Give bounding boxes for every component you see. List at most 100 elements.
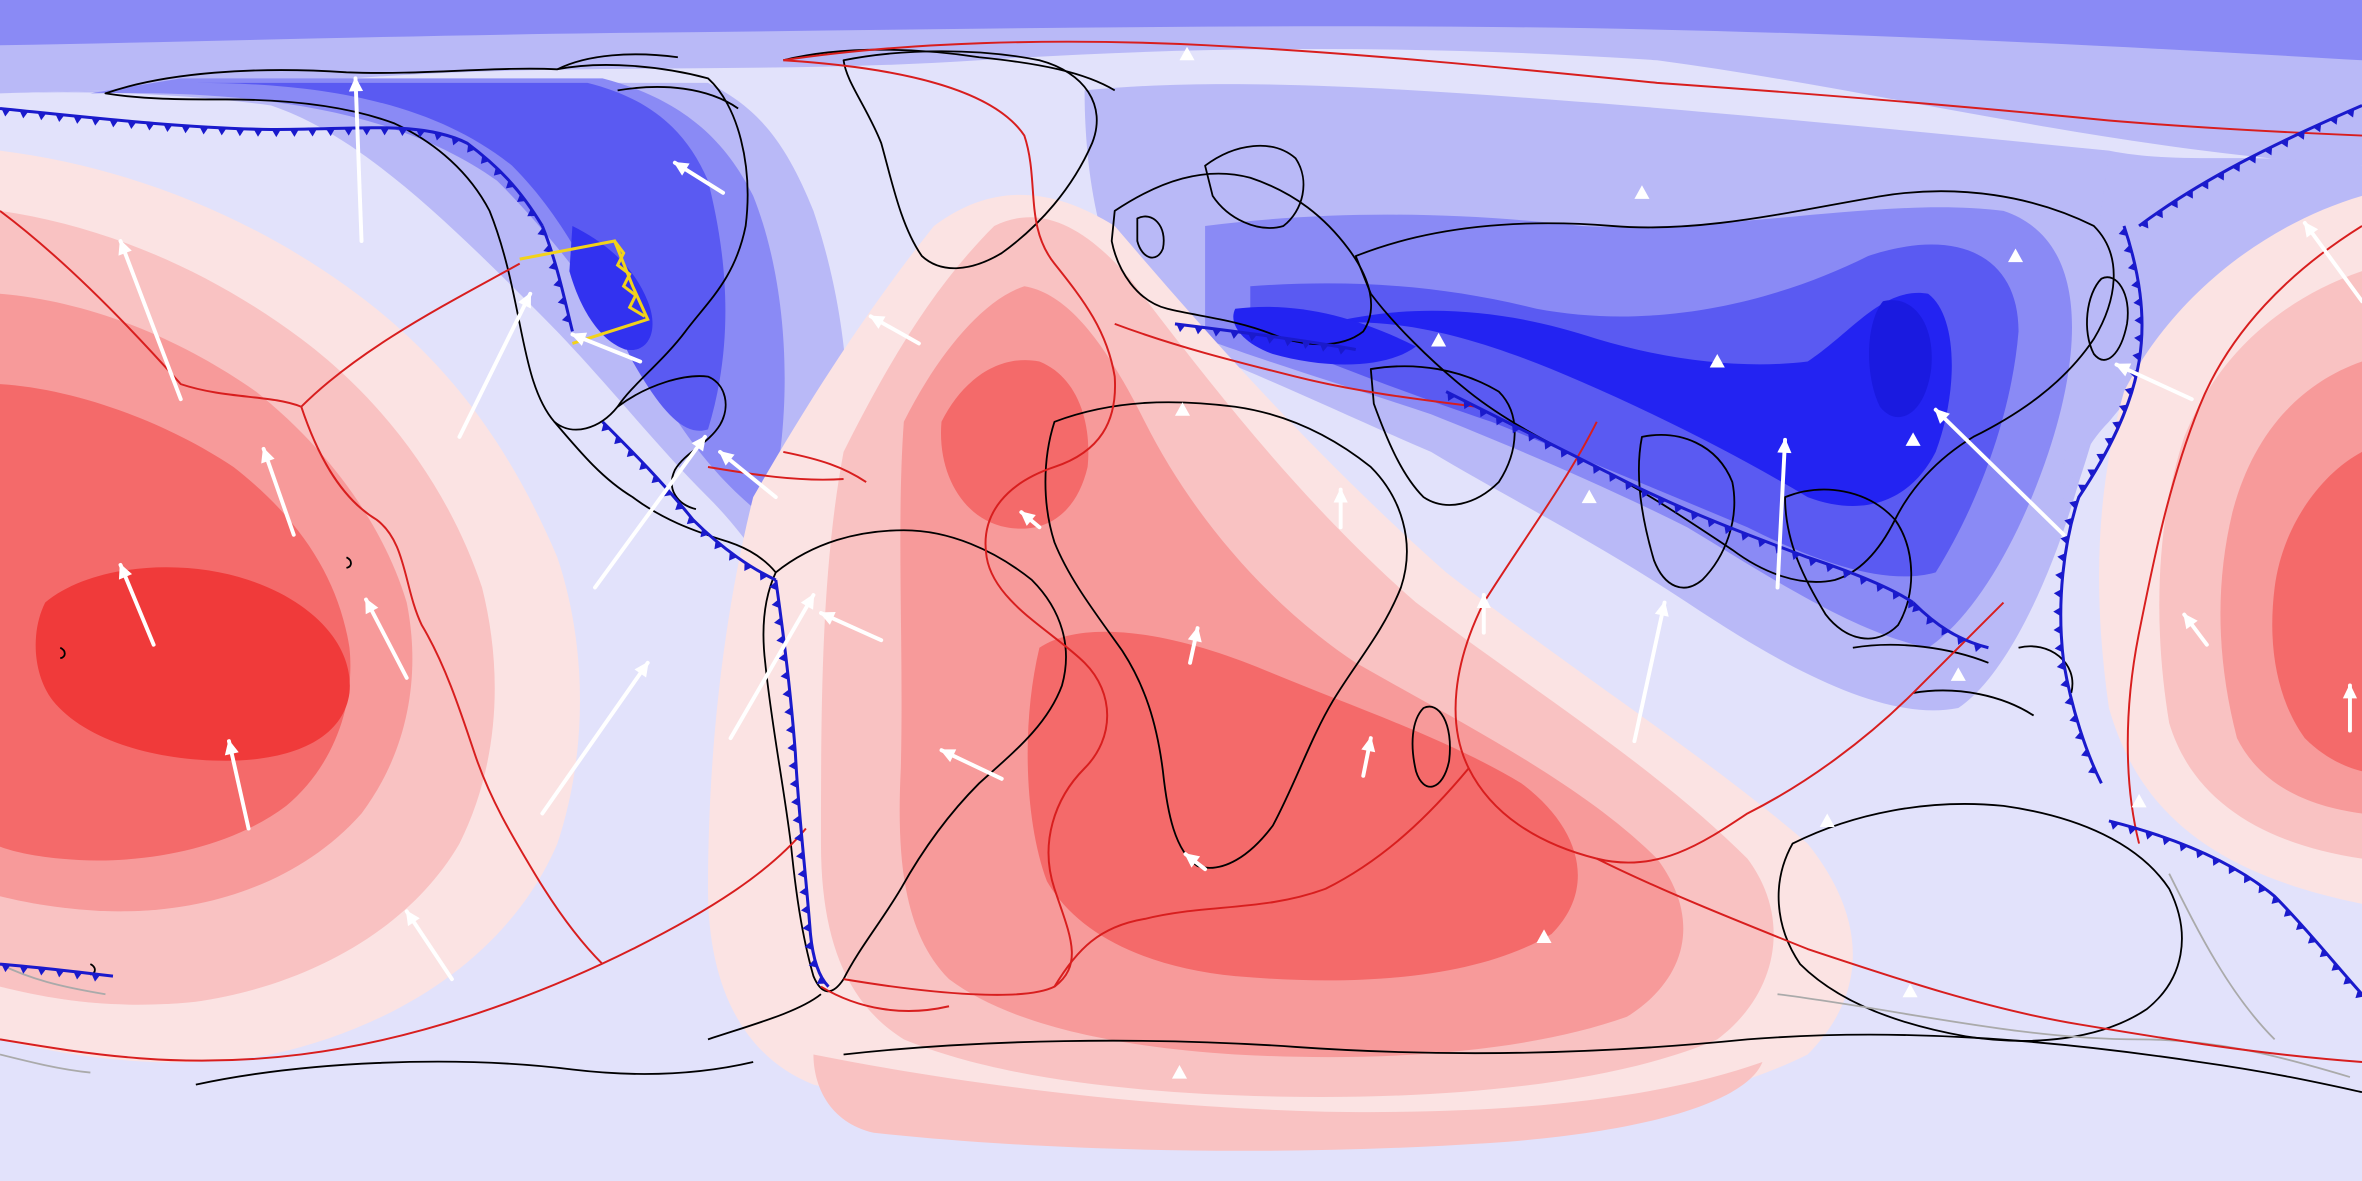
velocity-vector — [570, 332, 643, 364]
subduction-tooth — [1592, 465, 1602, 474]
boundary-eurasia-africa — [1114, 322, 1477, 408]
subduction-tooth — [626, 448, 636, 457]
subduction-tooth — [416, 129, 426, 138]
subduction-tooth — [784, 707, 793, 717]
subduction-tooth — [19, 965, 29, 974]
subduction-tooth — [2053, 607, 2061, 617]
subduction-tooth — [434, 132, 443, 141]
subduction-tooth — [601, 422, 611, 432]
velocity-arrowhead — [1905, 432, 1921, 446]
subduction-tooth — [1337, 346, 1347, 355]
subduction-tooth — [2154, 209, 2163, 219]
velocity-vector — [728, 593, 816, 741]
subduction-tooth — [1957, 636, 1966, 645]
subduction-tooth — [2216, 171, 2225, 181]
subduction-tooth — [2053, 625, 2062, 635]
subduction-tooth — [1741, 532, 1750, 541]
subduction-tooth — [788, 761, 797, 771]
subduction-tooth — [1641, 489, 1650, 498]
subduction-tooth — [1, 964, 11, 973]
subduction-tooth — [2134, 333, 2142, 343]
subduction-tooth — [2078, 484, 2087, 493]
velocity-arrowhead — [2131, 793, 2147, 808]
subduction-tooth — [2283, 908, 2293, 917]
velocity-vector — [118, 562, 156, 647]
velocity-vector — [1476, 593, 1491, 635]
velocity-vector — [1333, 487, 1348, 530]
subduction-tooth — [2055, 571, 2064, 581]
velocity-arrowhead — [1431, 332, 1447, 347]
subduction-tooth — [1808, 557, 1818, 567]
subduction-japan — [2059, 225, 2144, 784]
coast-japan — [2086, 276, 2129, 361]
boundary-australia-south — [1596, 857, 2362, 1063]
subduction-tooth — [1876, 583, 1885, 592]
subduction-tooth — [1512, 424, 1521, 434]
boundary-scotia — [820, 985, 950, 1012]
subduction-tooth — [1892, 590, 1901, 600]
subduction-tooth — [2345, 108, 2355, 118]
coast-southeast-asia — [1784, 488, 1913, 640]
subduction-tooth — [1690, 511, 1700, 521]
contour-epacific-strong — [2272, 451, 2362, 772]
velocity-arrowhead — [1819, 813, 1835, 828]
subduction-tooth — [2247, 154, 2256, 164]
coast-arabia — [1369, 365, 1516, 506]
subduction-tooth — [785, 725, 794, 735]
subduction-tooth — [800, 905, 809, 915]
subduction-tooth — [804, 941, 813, 951]
subduction-tooth — [651, 474, 661, 484]
subduction-tooth — [543, 244, 552, 253]
subduction-tooth — [480, 155, 490, 164]
coast-central-america — [553, 421, 777, 574]
contour-namerica-strong — [195, 82, 726, 431]
subduction-tooth — [2064, 696, 2073, 706]
subduction-tooth — [37, 967, 47, 976]
subduction-tooth — [37, 112, 47, 121]
contour-pacific-core — [35, 567, 350, 761]
subduction-tooth — [1625, 481, 1634, 491]
subduction-tooth — [2312, 123, 2322, 133]
subduction-tooth — [1176, 324, 1186, 333]
velocity-vector — [2114, 362, 2194, 402]
subduction-tooth — [2088, 765, 2097, 774]
velocity-vector — [672, 160, 726, 195]
coast-europe — [1110, 172, 1372, 346]
boundary-pacific-south — [0, 827, 807, 1062]
velocity-arrowhead — [1536, 929, 1552, 943]
subduction-tooth — [1973, 643, 1983, 652]
coast-antarctica — [195, 1033, 2362, 1094]
velocity-vectors — [118, 76, 2362, 982]
subduction-tooth — [2196, 849, 2205, 859]
subduction-tooth — [307, 128, 317, 137]
velocity-arrowheads — [1171, 46, 2147, 1079]
subduction-tooth — [55, 969, 65, 978]
subduction-tooth — [2057, 553, 2066, 563]
velocity-arrowhead — [1634, 185, 1650, 199]
subduction-tooth — [614, 435, 623, 445]
paleo-line-east — [1777, 873, 2351, 1078]
contour-north-band — [0, 0, 2362, 166]
subduction-tooth — [505, 180, 515, 189]
subduction-tooth — [127, 121, 137, 130]
subduction-tooth — [1248, 333, 1258, 342]
subduction-tooth — [794, 833, 803, 843]
velocity-arrowhead — [1950, 667, 1966, 681]
subduction-tooth — [2096, 453, 2106, 462]
velocity-vector — [404, 909, 454, 982]
subduction-tooth — [1791, 551, 1801, 561]
subduction-tooth — [789, 779, 798, 789]
contour-namerica-core — [569, 225, 653, 351]
subduction-tooth — [2264, 146, 2273, 156]
subduction-andes — [774, 579, 830, 988]
subduction-tooth — [2212, 857, 2221, 866]
subduction-tooth — [2056, 661, 2066, 671]
subduction-tooth — [2243, 874, 2252, 884]
subduction-teeth — [1, 108, 2362, 999]
subduction-tooth — [467, 143, 476, 153]
coast-north-america — [104, 64, 749, 431]
subduction-tooth — [19, 110, 29, 119]
subduction-tooth — [2271, 895, 2281, 904]
highlight-outline — [519, 239, 650, 345]
subduction-tooth — [73, 971, 83, 980]
